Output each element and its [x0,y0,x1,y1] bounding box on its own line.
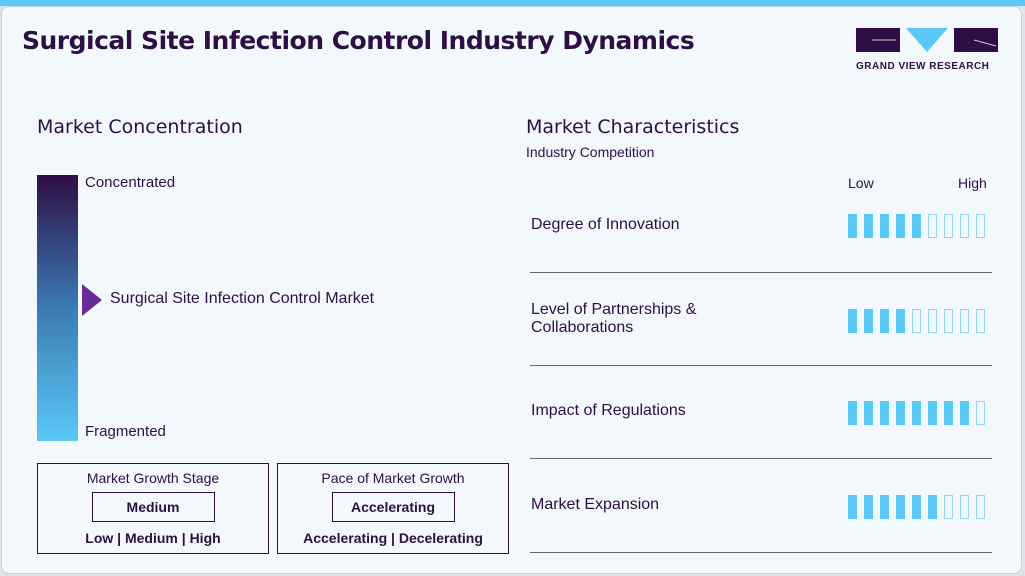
top-accent-bar [0,0,1025,6]
concentration-gradient-bar [37,175,78,441]
concentrated-label: Concentrated [85,174,176,191]
level-segment-filled [880,214,889,238]
characteristic-label: Market Expansion [531,496,660,513]
characteristic-label: Degree of Innovation [531,216,680,233]
level-segment-empty [976,214,985,238]
level-segment-filled [944,401,953,425]
level-segment-filled [896,309,905,333]
level-segment-filled [848,401,857,425]
level-segment-filled [928,495,937,519]
pace-value: Accelerating [331,492,455,522]
level-bars [848,495,985,519]
characteristic-row: Market Expansion [530,460,992,553]
gvr-logo-icon [856,28,998,52]
level-segment-filled [848,309,857,333]
level-segment-filled [864,401,873,425]
logo: GRAND VIEW RESEARCH [856,28,998,72]
characteristic-label: Level of Partnerships & Collaborations [531,301,697,336]
growth-stage-title: Market Growth Stage [86,470,220,486]
level-segment-filled [880,401,889,425]
level-bars [848,214,985,238]
pace-box: Pace of Market Growth Accelerating Accel… [277,463,509,554]
characteristics-subheading: Industry Competition [526,144,655,160]
characteristic-label: Impact of Regulations [531,402,686,419]
level-segment-filled [896,495,905,519]
level-segment-filled [880,495,889,519]
level-segment-empty [976,309,985,333]
level-segment-filled [848,495,857,519]
level-segment-empty [960,495,969,519]
level-segment-filled [912,495,921,519]
level-segment-filled [912,401,921,425]
market-marker-label: Surgical Site Infection Control Market [110,290,375,307]
fragmented-label: Fragmented [85,423,166,440]
low-label: Low [848,175,874,191]
characteristic-row: Degree of Innovation [530,180,992,273]
level-bars [848,309,985,333]
level-segment-filled [880,309,889,333]
pace-options: Accelerating | Decelerating [303,530,483,546]
growth-stage-options: Low | Medium | High [85,530,221,546]
dynamics-card [1,6,1022,574]
level-segment-empty [976,495,985,519]
level-segment-empty [928,214,937,238]
pace-title: Pace of Market Growth [321,470,465,486]
characteristics-heading: Market Characteristics [526,116,740,138]
level-segment-empty [976,401,985,425]
level-segment-filled [928,401,937,425]
level-segment-filled [864,309,873,333]
level-segment-filled [960,401,969,425]
concentration-heading: Market Concentration [37,116,243,138]
level-bars [848,401,985,425]
level-segment-empty [960,309,969,333]
logo-text: GRAND VIEW RESEARCH [856,61,990,72]
level-segment-filled [896,401,905,425]
characteristic-row: Level of Partnerships & Collaborations [530,273,992,366]
growth-stage-box: Market Growth Stage Medium Low | Medium … [37,463,269,554]
level-segment-empty [912,309,921,333]
growth-stage-value: Medium [91,492,215,522]
level-segment-filled [864,214,873,238]
level-segment-empty [928,309,937,333]
marker-arrow-icon [82,284,102,316]
level-segment-empty [944,309,953,333]
level-segment-filled [848,214,857,238]
level-segment-filled [896,214,905,238]
high-label: High [958,175,987,191]
characteristic-row: Impact of Regulations [530,366,992,459]
level-segment-empty [944,495,953,519]
level-segment-filled [912,214,921,238]
level-segment-empty [960,214,969,238]
page-title: Surgical Site Infection Control Industry… [22,26,695,55]
level-segment-filled [864,495,873,519]
level-segment-empty [944,214,953,238]
